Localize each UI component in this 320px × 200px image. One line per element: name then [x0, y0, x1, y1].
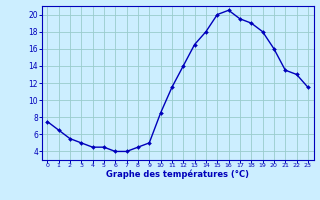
X-axis label: Graphe des températures (°C): Graphe des températures (°C): [106, 170, 249, 179]
